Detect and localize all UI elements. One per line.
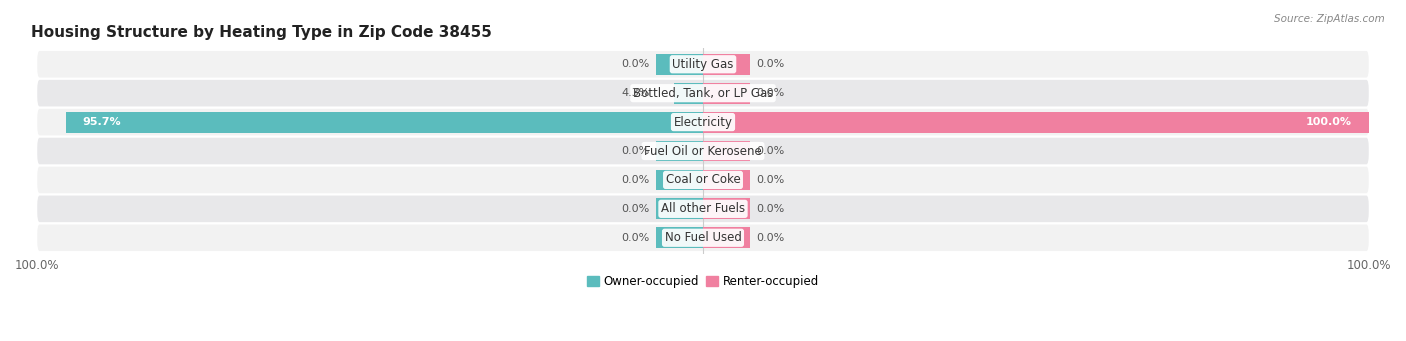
Bar [703,198,749,219]
Text: 4.3%: 4.3% [621,88,650,98]
Text: 100.0%: 100.0% [1306,117,1353,127]
Text: Source: ZipAtlas.com: Source: ZipAtlas.com [1274,14,1385,24]
Bar [675,83,703,104]
Bar [703,112,1369,133]
Bar [703,83,749,104]
Text: 0.0%: 0.0% [756,146,785,156]
Bar [657,227,703,248]
Text: Coal or Coke: Coal or Coke [665,174,741,187]
Text: Utility Gas: Utility Gas [672,58,734,71]
Bar [703,54,749,75]
Text: 0.0%: 0.0% [621,146,650,156]
Text: 0.0%: 0.0% [756,204,785,214]
Text: All other Fuels: All other Fuels [661,202,745,216]
Legend: Owner-occupied, Renter-occupied: Owner-occupied, Renter-occupied [582,270,824,293]
FancyBboxPatch shape [37,224,1369,251]
Bar [657,169,703,190]
Text: Electricity: Electricity [673,116,733,129]
Bar [66,112,703,133]
Text: 0.0%: 0.0% [756,233,785,243]
Text: Fuel Oil or Kerosene: Fuel Oil or Kerosene [644,145,762,158]
Text: 0.0%: 0.0% [621,59,650,69]
Text: 95.7%: 95.7% [83,117,121,127]
FancyBboxPatch shape [37,51,1369,77]
Text: 0.0%: 0.0% [756,175,785,185]
Bar [657,140,703,161]
Bar [657,198,703,219]
Text: 0.0%: 0.0% [621,204,650,214]
Bar [657,54,703,75]
FancyBboxPatch shape [37,195,1369,222]
Text: Bottled, Tank, or LP Gas: Bottled, Tank, or LP Gas [633,87,773,100]
FancyBboxPatch shape [37,138,1369,164]
FancyBboxPatch shape [37,80,1369,106]
Text: Housing Structure by Heating Type in Zip Code 38455: Housing Structure by Heating Type in Zip… [31,25,492,40]
Bar [703,169,749,190]
Bar [703,227,749,248]
FancyBboxPatch shape [37,109,1369,135]
Bar [703,140,749,161]
Text: 0.0%: 0.0% [621,175,650,185]
FancyBboxPatch shape [37,167,1369,193]
Text: No Fuel Used: No Fuel Used [665,231,741,244]
Text: 0.0%: 0.0% [621,233,650,243]
Text: 0.0%: 0.0% [756,88,785,98]
Text: 0.0%: 0.0% [756,59,785,69]
